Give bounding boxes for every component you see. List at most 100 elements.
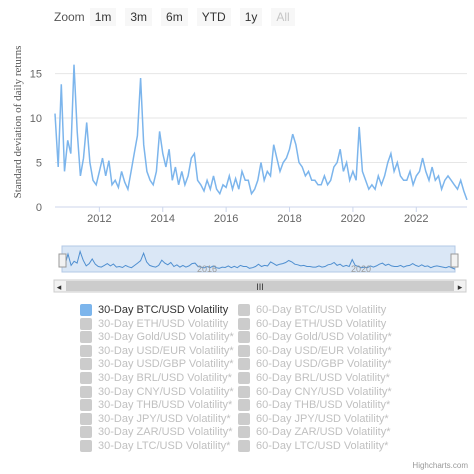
series-line-btc-30d[interactable]: [54, 64, 468, 201]
y-axis-title: Standard deviation of daily returns: [12, 46, 24, 199]
legend-swatch: [238, 331, 250, 344]
legend-item[interactable]: 30-Day USD/GBP Volatility*: [80, 356, 234, 372]
legend-swatch: [80, 385, 92, 398]
legend-label: 60-Day USD/GBP Volatility*: [256, 358, 392, 371]
y-axis-ticks: 0 5 10 15: [30, 69, 42, 214]
legend-swatch: [80, 440, 92, 452]
legend-item[interactable]: 60-Day ETH/USD Volatility: [238, 316, 386, 332]
range-selector: Zoom 1m 3m 6m YTD 1y All: [54, 7, 304, 27]
scrollbar[interactable]: ◂ ▸ III: [53, 279, 467, 293]
legend-swatch: [238, 426, 250, 439]
legend-item[interactable]: 60-Day JPY/USD Volatility*: [238, 411, 389, 427]
y-tick-label: 5: [36, 158, 42, 170]
legend-item[interactable]: 30-Day ETH/USD Volatility: [80, 316, 228, 332]
legend-swatch: [80, 317, 92, 330]
legend-swatch: [238, 399, 250, 412]
legend-label: 30-Day LTC/USD Volatility*: [98, 440, 231, 452]
y-tick-label: 0: [36, 202, 42, 214]
legend-label: 60-Day LTC/USD Volatility*: [256, 440, 389, 452]
scrollbar-grip: III: [256, 282, 264, 292]
legend-item[interactable]: 60-Day THB/USD Volatility*: [238, 397, 390, 413]
y-tick-label: 10: [30, 113, 42, 125]
x-tick-label: 2018: [277, 213, 301, 225]
legend-swatch: [80, 426, 92, 439]
legend-label: 30-Day USD/GBP Volatility*: [98, 358, 234, 371]
legend-item[interactable]: 60-Day BTC/USD Volatility: [238, 302, 386, 318]
legend-label: 60-Day ETH/USD Volatility: [256, 317, 387, 330]
legend-label: 30-Day Gold/USD Volatility*: [98, 331, 234, 344]
legend-swatch: [80, 358, 92, 371]
legend-label: 30-Day USD/EUR Volatility*: [98, 344, 234, 357]
legend-item[interactable]: 30-Day CNY/USD Volatility*: [80, 384, 234, 400]
navigator-year-label: 2016: [197, 264, 217, 274]
navigator-right-handle[interactable]: [450, 253, 459, 268]
legend-item[interactable]: 60-Day CNY/USD Volatility*: [238, 384, 392, 400]
scrollbar-right-arrow[interactable]: ▸: [458, 282, 463, 292]
legend-item[interactable]: 60-Day USD/EUR Volatility*: [238, 343, 392, 359]
legend-label: 60-Day BRL/USD Volatility*: [256, 372, 390, 384]
scrollbar-left-arrow[interactable]: ◂: [57, 282, 62, 292]
legend-label: 60-Day JPY/USD Volatility*: [256, 412, 389, 425]
legend-swatch: [80, 344, 92, 357]
legend-swatch: [80, 304, 92, 316]
zoom-ytd-button[interactable]: YTD: [196, 8, 231, 26]
legend-item[interactable]: 30-Day LTC/USD Volatility*: [80, 438, 230, 454]
navigator-year-label: 2020: [351, 264, 371, 274]
legend-swatch: [238, 304, 250, 316]
zoom-1m-button[interactable]: 1m: [89, 8, 117, 26]
legend-item[interactable]: 30-Day USD/EUR Volatility*: [80, 343, 234, 359]
credits-link[interactable]: Highcharts.com: [412, 461, 468, 470]
legend-label: 60-Day Gold/USD Volatility*: [256, 331, 392, 344]
volatility-chart: 0 5 10 15 2012 2014 2016 2018 2020 2022 Standard…: [12, 46, 468, 293]
grid-lines: [55, 73, 467, 208]
navigator-series-line: [61, 249, 456, 270]
x-axis-ticks: 2012 2014 2016 2018 2020 2022: [87, 207, 429, 225]
legend-label: 60-Day THB/USD Volatility*: [256, 399, 391, 412]
legend-swatch: [238, 344, 250, 357]
scrollbar-thumb[interactable]: [66, 281, 454, 291]
zoom-3m-button[interactable]: 3m: [125, 8, 153, 26]
legend-swatch: [80, 331, 92, 344]
legend-label: 30-Day CNY/USD Volatility*: [98, 385, 234, 398]
zoom-all-button[interactable]: All: [271, 8, 295, 26]
legend-swatch: [80, 372, 92, 384]
legend-item[interactable]: 30-Day ZAR/USD Volatility*: [80, 424, 233, 440]
legend-label: 30-Day ZAR/USD Volatility*: [98, 426, 233, 439]
x-tick-label: 2020: [341, 213, 365, 225]
legend-swatch: [238, 372, 250, 384]
legend-swatch: [238, 412, 250, 425]
legend-swatch: [238, 440, 250, 452]
x-tick-label: 2014: [151, 213, 175, 225]
legend-label: 30-Day BTC/USD Volatility: [98, 304, 229, 316]
legend: 30-Day BTC/USD Volatility 60-Day BTC/USD …: [0, 300, 474, 460]
legend-label: 30-Day BRL/USD Volatility*: [98, 372, 232, 384]
legend-item[interactable]: 60-Day Gold/USD Volatility*: [238, 329, 392, 345]
zoom-6m-button[interactable]: 6m: [161, 8, 188, 26]
legend-item[interactable]: 30-Day THB/USD Volatility*: [80, 397, 232, 413]
legend-label: 30-Day ETH/USD Volatility: [98, 317, 229, 330]
zoom-label: Zoom: [54, 10, 85, 24]
legend-item[interactable]: 60-Day ZAR/USD Volatility*: [238, 424, 391, 440]
legend-item[interactable]: 60-Day USD/GBP Volatility*: [238, 356, 392, 372]
legend-item[interactable]: 30-Day Gold/USD Volatility*: [80, 329, 234, 345]
navigator[interactable]: 2016 2020: [58, 245, 459, 274]
legend-swatch: [238, 358, 250, 371]
legend-label: 60-Day BTC/USD Volatility: [256, 304, 387, 316]
legend-item[interactable]: 30-Day BTC/USD Volatility: [80, 302, 228, 318]
legend-item[interactable]: 30-Day JPY/USD Volatility*: [80, 411, 231, 427]
navigator-selection[interactable]: [61, 245, 456, 273]
legend-label: 30-Day THB/USD Volatility*: [98, 399, 233, 412]
legend-item[interactable]: 60-Day LTC/USD Volatility*: [238, 438, 388, 454]
x-tick-label: 2022: [404, 213, 428, 225]
legend-label: 60-Day CNY/USD Volatility*: [256, 385, 392, 398]
legend-item[interactable]: 60-Day BRL/USD Volatility*: [238, 370, 390, 386]
legend-label: 30-Day JPY/USD Volatility*: [98, 412, 231, 425]
legend-swatch: [238, 317, 250, 330]
y-tick-label: 15: [30, 69, 42, 81]
navigator-left-handle[interactable]: [58, 253, 67, 268]
legend-swatch: [80, 412, 92, 425]
zoom-1y-button[interactable]: 1y: [239, 8, 263, 26]
legend-label: 60-Day USD/EUR Volatility*: [256, 344, 392, 357]
legend-item[interactable]: 30-Day BRL/USD Volatility*: [80, 370, 232, 386]
x-tick-label: 2016: [214, 213, 238, 225]
